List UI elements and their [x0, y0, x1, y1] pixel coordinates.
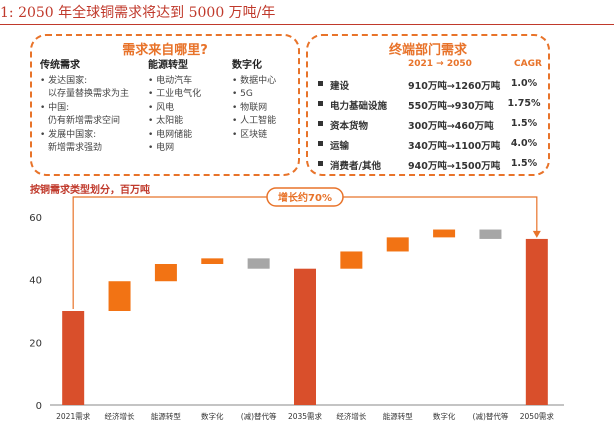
sector-range: 300万吨→460万吨	[408, 121, 494, 132]
cagr-header: CAGR	[514, 59, 542, 69]
bullet-square	[318, 101, 323, 106]
demand-sources-title: 需求来自哪里?	[122, 43, 208, 58]
sector-cagr: 1.5%	[510, 158, 538, 169]
list-item: • 物联网	[232, 102, 268, 113]
sector-cagr: 1.5%	[510, 118, 538, 129]
sector-name: 电力基础设施	[330, 101, 388, 112]
list-item: • 中国:	[40, 102, 70, 113]
growth-label-pill	[266, 187, 344, 207]
x-tick-label: 经济增长	[105, 411, 135, 421]
total-bar	[294, 268, 316, 405]
list-item: • 数据中心	[232, 75, 277, 86]
x-tick-label: 经济增长	[336, 411, 366, 421]
x-tick-label: 2021需求	[56, 411, 91, 421]
list-item: • 电网储能	[148, 129, 193, 140]
increase-bar	[340, 251, 363, 269]
x-tick-label: 2035需求	[288, 411, 323, 421]
column-head: 数字化	[232, 60, 262, 71]
demand-sources-box: 需求来自哪里? 传统需求 • 发达国家: 以存量替换需求为主 • 中国: 仍有新增需求空…	[30, 34, 300, 176]
sector-row: 运输 340万吨→1100万吨 4.0%	[318, 136, 548, 154]
total-bar	[525, 238, 548, 405]
sector-row: 消费者/其他 940万吨→1500万吨 1.5%	[318, 156, 548, 174]
increase-bar	[108, 281, 131, 311]
sector-cagr: 1.0%	[510, 78, 538, 89]
increase-bar	[154, 264, 177, 282]
x-tick-label: 能源转型	[383, 411, 413, 421]
growth-label: 增长约70%	[278, 191, 332, 204]
bullet-square	[318, 81, 323, 86]
x-tick-label: 数字化	[201, 411, 224, 421]
end-sector-demand-title: 终端部门需求	[388, 43, 467, 58]
sector-row: 建设 910万吨→1260万吨 1.0%	[318, 76, 548, 94]
column-head: 能源转型	[148, 60, 188, 71]
sector-row: 电力基础设施 550万吨→930万吨 1.75%	[318, 96, 548, 114]
sector-range: 340万吨→1100万吨	[408, 141, 501, 152]
x-tick-label: 能源转型	[151, 411, 181, 421]
digitalization-column: 数字化 • 数据中心 • 5G • 物联网 • 人工智能 • 区块链	[232, 59, 276, 142]
sector-name: 运输	[330, 141, 350, 152]
sector-cagr: 1.75%	[507, 98, 541, 109]
list-item: • 电网	[148, 143, 175, 153]
sector-range: 940万吨→1500万吨	[408, 161, 501, 172]
energy-transition-column: 能源转型 • 电动汽车 • 工业电气化 • 风电 • 太阳能 • 电网储能 • 电网	[148, 59, 201, 156]
sector-name: 建设	[330, 81, 350, 92]
y-tick-label: 40	[29, 276, 42, 287]
list-item: • 发达国家:	[40, 75, 88, 86]
sector-cagr: 4.0%	[510, 138, 538, 149]
list-item: • 发展中国家:	[40, 129, 97, 140]
sector-range: 910万吨→1260万吨	[408, 81, 501, 92]
y-tick-label: 20	[29, 338, 42, 349]
chart-caption: 按铜需求类型划分，百万吨	[30, 185, 150, 196]
increase-bar	[201, 258, 224, 264]
increase-bar	[433, 229, 456, 238]
total-bar	[62, 311, 85, 405]
bullet-square	[318, 121, 323, 126]
list-item: • 5G	[232, 89, 253, 99]
x-tick-label: (减)替代等	[473, 411, 509, 421]
increase-bar	[386, 237, 409, 252]
list-item: • 风电	[148, 102, 175, 113]
list-item: • 太阳能	[148, 116, 184, 126]
range-header: 2021 → 2050	[408, 59, 472, 69]
list-item: 仍有新增需求空间	[48, 116, 121, 126]
end-sector-demand-box: 终端部门需求 2021 → 2050 CAGR 建设 910万吨→1260万吨 1.…	[306, 34, 550, 176]
list-item: 以存量替换需求为主	[48, 89, 130, 99]
sector-row: 资本货物 300万吨→460万吨 1.5%	[318, 116, 548, 134]
column-head: 传统需求	[40, 60, 80, 71]
list-item: • 区块链	[232, 129, 268, 140]
y-tick-label: 60	[29, 213, 42, 224]
growth-arrowhead	[532, 230, 541, 238]
title-underline	[0, 24, 614, 25]
bullet-square	[318, 141, 323, 146]
sector-name: 消费者/其他	[330, 161, 381, 172]
x-tick-label: 2050需求	[520, 411, 555, 421]
x-tick-label: (减)替代等	[241, 411, 277, 421]
list-item: • 电动汽车	[148, 75, 193, 86]
y-tick-label: 0	[36, 401, 42, 412]
list-item: 新增需求强劲	[48, 143, 103, 153]
decrease-bar	[479, 229, 502, 239]
sector-range: 550万吨→930万吨	[408, 101, 494, 112]
list-item: • 人工智能	[232, 116, 277, 126]
list-item: • 工业电气化	[148, 89, 202, 99]
traditional-demand-column: 传统需求 • 发达国家: 以存量替换需求为主 • 中国: 仍有新增需求空间 • 发展中国家…	[40, 59, 129, 156]
figure-title: 1: 2050 年全球铜需求将达到 5000 万吨/年	[0, 5, 276, 21]
decrease-bar	[247, 258, 270, 269]
bullet-square	[318, 161, 323, 166]
x-tick-label: 数字化	[433, 411, 456, 421]
sector-name: 资本货物	[330, 121, 369, 132]
